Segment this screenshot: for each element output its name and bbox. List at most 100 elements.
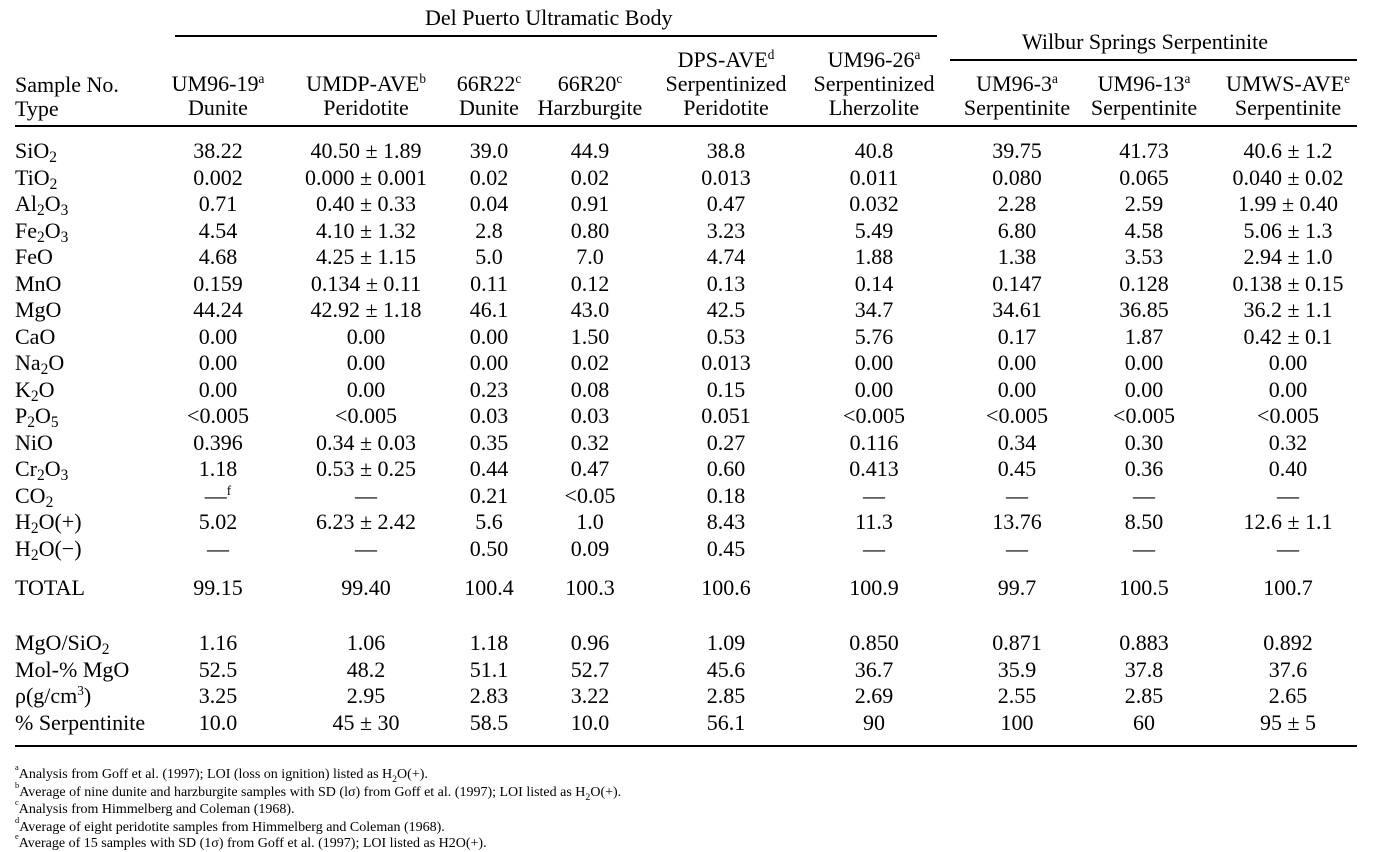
table-cell: 0.91 [500,191,680,217]
cell-value: 95 ± 5 [1259,710,1317,735]
column-type: Dunite [138,96,298,120]
cell-value: 0.44 [469,456,509,481]
cell-value: <0.005 [335,403,397,428]
cell-value: 4.25 ± 1.15 [315,244,417,269]
column-header: UMWS-AVEe Serpentinite [1208,48,1368,120]
cell-value: 0.138 ± 0.15 [1232,271,1344,296]
table-cell: 5.49 [784,218,964,244]
table-cell: 0.00 [276,377,456,403]
row-label: MnO [15,271,61,297]
cell-value: <0.005 [986,403,1048,428]
cell-value: 0.47 [706,191,746,216]
table-cell: — [1054,483,1234,509]
column-type: Lherzolite [794,96,954,120]
table-cell: <0.005 [1054,403,1234,429]
table-cell: 0.42 ± 0.1 [1198,324,1375,350]
label-part: ρ(g/cm [15,683,78,708]
column-type-line1: Serpentinized [646,72,806,96]
table-cell: 0.134 ± 0.11 [276,271,456,297]
cell-value: — [1277,536,1299,561]
label-part: SiO [15,138,50,163]
cell-value: 0.71 [198,191,238,216]
cell-value: 0.32 [1268,430,1308,455]
table-cell: 0.00 [1054,377,1234,403]
table-cell: 35.9 [927,657,1107,683]
cell-value: 0.23 [469,377,509,402]
table-cell: 0.02 [500,350,680,376]
cell-value: 0.00 [997,350,1037,375]
cell-value: 0.02 [469,165,509,190]
row-label: FeO [15,244,53,270]
cell-value: 13.76 [992,509,1042,534]
table-cell: 52.5 [128,657,308,683]
cell-value: 36.7 [854,657,894,682]
footnote-mark: f [226,483,232,498]
subscript: 2 [392,774,398,785]
table-cell: 58.5 [399,710,579,736]
table-cell: 4.25 ± 1.15 [276,244,456,270]
cell-value: 42.5 [706,297,746,322]
subscript: 2 [37,467,45,484]
footnote-text: Analysis from Himmelberg and Coleman (19… [18,802,295,817]
cell-value: 6.23 ± 2.42 [315,509,417,534]
table-cell: 37.6 [1198,657,1375,683]
footnote-mark: b [15,781,20,790]
cell-value: 99.7 [997,575,1037,600]
cell-value: 5.76 [854,324,894,349]
table-cell: 5.02 [128,509,308,535]
cell-value: 4.10 ± 1.32 [315,218,417,243]
cell-value: 4.58 [1124,218,1164,243]
table-cell: 0.00 [784,377,964,403]
label-part: O(+) [38,509,82,534]
table-cell: 0.50 [399,536,579,562]
cell-value: 1.0 [576,509,604,534]
subscript: 2 [45,494,54,511]
cell-value: 0.116 [849,430,899,455]
table-cell: 0.00 [128,377,308,403]
cell-value: 0.396 [193,430,243,455]
cell-value: 0.03 [469,403,509,428]
cell-value: 8.50 [1124,509,1164,534]
cell-value: 0.00 [346,377,386,402]
table-cell: 0.13 [636,271,816,297]
table-cell: 36.7 [784,657,964,683]
table-cell: — [276,536,456,562]
cell-value: 0.013 [701,165,751,190]
subscript: 2 [37,229,45,246]
table-cell: 0.00 [128,324,308,350]
cell-value: 0.013 [701,350,751,375]
table-cell: 0.00 [784,350,964,376]
table-cell: 3.22 [500,683,680,709]
footnote-mark: a [1051,71,1058,86]
label-part: % Serpentinite [15,710,146,735]
table-cell: 7.0 [500,244,680,270]
table-cell: <0.005 [1198,403,1375,429]
table-cell: 0.040 ± 0.02 [1198,165,1375,191]
table-cell: 1.50 [500,324,680,350]
column-type: Serpentinite [1208,96,1368,120]
table-cell: 34.7 [784,297,964,323]
table-cell: 36.2 ± 1.1 [1198,297,1375,323]
table-cell: 0.40 ± 0.33 [276,191,456,217]
cell-value: 0.00 [198,350,238,375]
subscript: 2 [30,547,39,564]
column-line-top [138,48,298,72]
column-name-line: UM96-19a [138,72,298,96]
row-label: Fe2O3 [15,218,68,246]
table-cell: 0.00 [399,350,579,376]
table-cell: 11.3 [784,509,964,535]
cell-value: 40.6 ± 1.2 [1243,138,1333,163]
cell-value: 36.2 ± 1.1 [1243,297,1333,322]
cell-value: 0.128 [1119,271,1169,296]
cell-value: 0.47 [570,456,610,481]
table-cell: 0.413 [784,456,964,482]
table-cell: 42.5 [636,297,816,323]
cell-value: 0.002 [193,165,243,190]
table-cell: 2.85 [1054,683,1234,709]
cell-value: 0.03 [570,403,610,428]
row-label: Cr2O3 [15,456,68,484]
label-part: FeO [15,244,53,269]
cell-value: 3.25 [198,683,238,708]
table-cell: 0.12 [500,271,680,297]
cell-value: 100.5 [1119,575,1169,600]
